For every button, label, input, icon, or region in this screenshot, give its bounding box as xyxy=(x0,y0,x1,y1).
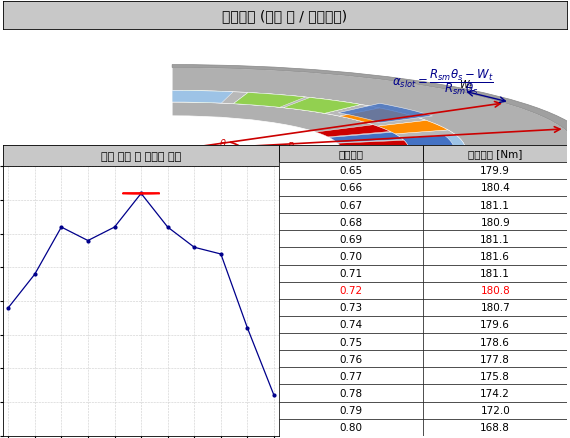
Wedge shape xyxy=(324,105,380,117)
Text: 0.69: 0.69 xyxy=(340,234,363,244)
Text: $\theta$: $\theta$ xyxy=(219,137,227,149)
Text: 175.8: 175.8 xyxy=(481,371,510,381)
Text: 0.73: 0.73 xyxy=(340,303,363,313)
Bar xyxy=(424,367,567,385)
Wedge shape xyxy=(367,117,426,127)
Text: 0.66: 0.66 xyxy=(340,183,363,193)
Wedge shape xyxy=(172,91,182,103)
Bar xyxy=(279,350,424,367)
Wedge shape xyxy=(377,121,448,134)
Text: 172.0: 172.0 xyxy=(481,405,510,415)
Bar xyxy=(279,367,424,385)
Text: 0.80: 0.80 xyxy=(340,422,363,432)
Text: 알파 슬롯 별 폴피스 토크: 알파 슬롯 별 폴피스 토크 xyxy=(101,151,181,161)
Wedge shape xyxy=(272,97,319,109)
Wedge shape xyxy=(395,131,455,138)
Bar xyxy=(279,197,424,214)
Bar xyxy=(279,299,424,316)
Text: 181.1: 181.1 xyxy=(481,200,510,210)
Text: 0.79: 0.79 xyxy=(340,405,363,415)
Bar xyxy=(424,265,567,282)
Text: 180.9: 180.9 xyxy=(481,217,510,227)
Bar xyxy=(279,231,424,248)
Text: 179.9: 179.9 xyxy=(481,166,510,176)
Bar xyxy=(279,402,424,419)
Bar xyxy=(424,385,567,402)
Wedge shape xyxy=(181,91,223,103)
Wedge shape xyxy=(172,91,233,104)
Bar xyxy=(424,248,567,265)
Bar xyxy=(424,350,567,367)
Text: $W_t$: $W_t$ xyxy=(459,78,474,91)
Bar xyxy=(424,282,567,299)
Text: $\alpha_{slot}=\dfrac{R_{sm}\theta_s-W_t}{R_{sm}\theta_s}$: $\alpha_{slot}=\dfrac{R_{sm}\theta_s-W_t… xyxy=(392,67,494,97)
Bar xyxy=(279,214,424,231)
Text: 174.2: 174.2 xyxy=(481,388,510,398)
Text: 181.1: 181.1 xyxy=(481,268,510,279)
Wedge shape xyxy=(172,68,570,151)
Text: 0.75: 0.75 xyxy=(340,337,363,347)
Wedge shape xyxy=(340,109,413,124)
Bar xyxy=(424,214,567,231)
Text: 평균토크 [Nm]: 평균토크 [Nm] xyxy=(468,149,522,159)
Wedge shape xyxy=(401,136,465,147)
Bar xyxy=(279,316,424,333)
Text: 0.72: 0.72 xyxy=(340,286,363,296)
Text: 180.7: 180.7 xyxy=(481,303,510,313)
Wedge shape xyxy=(329,133,403,143)
Bar xyxy=(279,385,424,402)
Wedge shape xyxy=(172,65,570,151)
Wedge shape xyxy=(213,92,248,104)
Bar xyxy=(424,145,567,162)
Bar xyxy=(279,282,424,299)
Bar xyxy=(424,197,567,214)
Bar xyxy=(279,248,424,265)
Wedge shape xyxy=(338,104,433,124)
Bar xyxy=(424,419,567,436)
Text: 181.6: 181.6 xyxy=(481,251,510,261)
Text: 0.65: 0.65 xyxy=(340,166,363,176)
Bar xyxy=(424,299,567,316)
Text: 0.70: 0.70 xyxy=(340,251,363,261)
Wedge shape xyxy=(283,98,361,114)
Bar xyxy=(279,419,424,436)
Bar xyxy=(279,162,424,180)
Text: 180.8: 180.8 xyxy=(481,286,510,296)
Bar xyxy=(424,162,567,180)
Wedge shape xyxy=(445,136,465,146)
Text: 알파슬롯: 알파슬롯 xyxy=(339,149,364,159)
Wedge shape xyxy=(408,146,466,151)
Bar xyxy=(279,145,424,162)
Bar xyxy=(424,316,567,333)
Text: 0.78: 0.78 xyxy=(340,388,363,398)
Text: 177.8: 177.8 xyxy=(481,354,510,364)
Wedge shape xyxy=(234,93,306,108)
Text: $R_{sm}$: $R_{sm}$ xyxy=(287,140,306,153)
Bar xyxy=(424,333,567,350)
Text: 180.4: 180.4 xyxy=(481,183,510,193)
Text: 181.1: 181.1 xyxy=(481,234,510,244)
Text: 0.68: 0.68 xyxy=(340,217,363,227)
Text: 178.6: 178.6 xyxy=(481,337,510,347)
Wedge shape xyxy=(340,109,413,124)
Bar xyxy=(424,402,567,419)
Text: 0.67: 0.67 xyxy=(340,200,363,210)
Text: 179.6: 179.6 xyxy=(481,320,510,330)
Text: 168.8: 168.8 xyxy=(481,422,510,432)
Bar xyxy=(279,265,424,282)
Text: 0.71: 0.71 xyxy=(340,268,363,279)
Bar xyxy=(424,231,567,248)
Bar xyxy=(279,180,424,197)
Text: 0.76: 0.76 xyxy=(340,354,363,364)
Bar xyxy=(424,180,567,197)
Wedge shape xyxy=(291,99,361,114)
Text: 알파슬롯 (슬롯 폭 / 슬롯피치): 알파슬롯 (슬롯 폭 / 슬롯피치) xyxy=(222,9,348,23)
Bar xyxy=(279,333,424,350)
Wedge shape xyxy=(234,93,296,107)
Text: 0.77: 0.77 xyxy=(340,371,363,381)
Wedge shape xyxy=(316,125,390,138)
Wedge shape xyxy=(338,141,409,151)
Text: 0.74: 0.74 xyxy=(340,320,363,330)
Wedge shape xyxy=(172,103,409,151)
